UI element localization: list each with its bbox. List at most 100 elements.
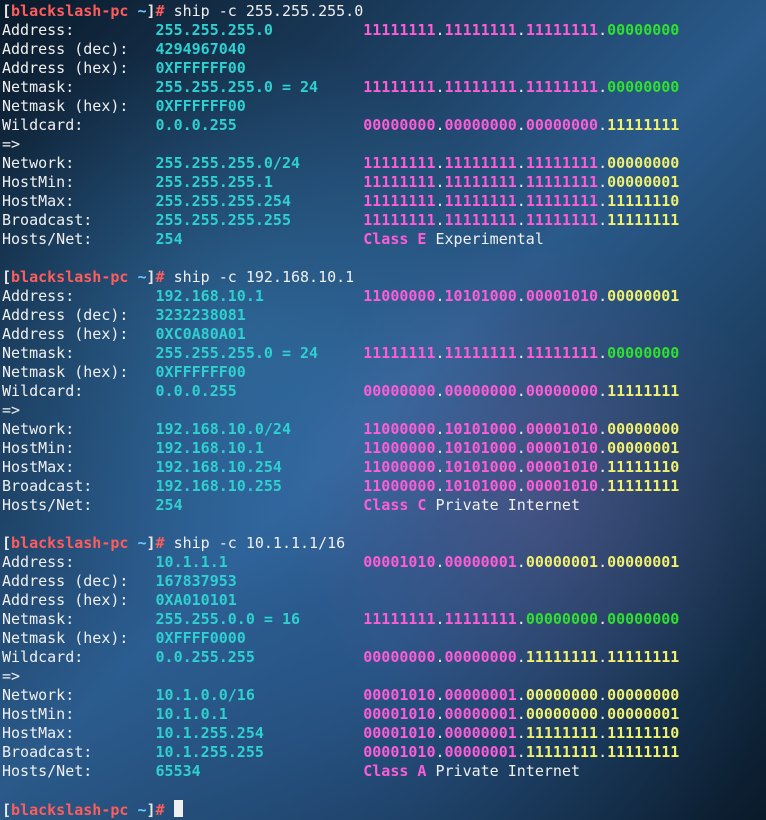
row-label: Wildcard: [2, 116, 156, 134]
binary-octet: 00000000 [607, 420, 679, 438]
binary-dot: . [436, 173, 445, 191]
output-row: Netmask: 255.255.255.0 = 24 11111111.111… [2, 78, 764, 97]
binary-octet: 11111111 [363, 211, 435, 229]
arrow-row: => [2, 667, 764, 686]
binary-octet: 11111111 [607, 477, 679, 495]
binary-dot: . [598, 173, 607, 191]
prompt-rbracket: ] [147, 801, 156, 819]
binary-dot: . [517, 154, 526, 172]
binary-octet: 00001010 [526, 477, 598, 495]
class-label: Class E [363, 230, 426, 248]
row-label: Address: [2, 21, 156, 39]
binary-value: 11000000.10101000.00001010.00000000 [363, 420, 679, 438]
binary-octet: 00000001 [607, 439, 679, 457]
binary-octet: 00000001 [607, 553, 679, 571]
binary-dot: . [598, 458, 607, 476]
terminal-output[interactable]: [blackslash-pc ~]# ship -c 255.255.255.0… [0, 0, 766, 820]
prompt-line[interactable]: [blackslash-pc ~]# ship -c 10.1.1.1/16 [2, 534, 764, 553]
binary-octet: 00001010 [526, 287, 598, 305]
binary-value: 11000000.10101000.00001010.00000001 [363, 287, 679, 305]
output-row: Hosts/Net: 254 Class E Experimental [2, 230, 764, 249]
binary-dot: . [517, 705, 526, 723]
output-row: Network: 255.255.255.0/24 11111111.11111… [2, 154, 764, 173]
row-label: Netmask: [2, 78, 156, 96]
row-value: 255.255.255.0/24 [156, 154, 364, 172]
binary-dot: . [436, 439, 445, 457]
binary-dot: . [517, 743, 526, 761]
binary-octet: 11111111 [607, 116, 679, 134]
binary-dot: . [598, 439, 607, 457]
binary-dot: . [598, 477, 607, 495]
prompt-hash: # [156, 268, 165, 286]
binary-octet: 00000001 [607, 287, 679, 305]
binary-dot: . [436, 724, 445, 742]
prompt-line[interactable]: [blackslash-pc ~]# ship -c 192.168.10.1 [2, 268, 764, 287]
row-label: Network: [2, 420, 156, 438]
binary-octet: 00000001 [445, 553, 517, 571]
binary-octet: 00000000 [607, 686, 679, 704]
binary-octet: 11111111 [526, 21, 598, 39]
arrow: => [2, 667, 20, 685]
prompt-host: blackslash-pc [11, 534, 128, 552]
binary-octet: 00000000 [526, 610, 598, 628]
binary-dot: . [436, 648, 445, 666]
binary-dot: . [598, 686, 607, 704]
row-value: 167837953 [156, 572, 364, 590]
binary-octet: 00000001 [445, 705, 517, 723]
binary-dot: . [517, 344, 526, 362]
output-row: HostMin: 10.1.0.1 00001010.00000001.0000… [2, 705, 764, 724]
output-row: HostMin: 192.168.10.1 11000000.10101000.… [2, 439, 764, 458]
row-label: HostMin: [2, 439, 156, 457]
binary-octet: 10101000 [445, 420, 517, 438]
binary-octet: 11111111 [363, 154, 435, 172]
binary-dot: . [517, 420, 526, 438]
row-value: 255.255.255.254 [156, 192, 364, 210]
binary-dot: . [517, 192, 526, 210]
row-label: Address: [2, 553, 156, 571]
binary-octet: 11111111 [363, 610, 435, 628]
binary-octet: 00001010 [363, 743, 435, 761]
binary-octet: 00001010 [526, 420, 598, 438]
binary-dot: . [517, 382, 526, 400]
row-value: 192.168.10.1 [156, 287, 364, 305]
binary-octet: 11111111 [445, 211, 517, 229]
binary-dot: . [598, 553, 607, 571]
output-row: Wildcard: 0.0.255.255 00000000.00000000.… [2, 648, 764, 667]
row-label: Netmask (hex): [2, 629, 156, 647]
binary-dot: . [598, 21, 607, 39]
output-row: Address (dec): 3232238081 [2, 306, 764, 325]
row-value: 255.255.255.255 [156, 211, 364, 229]
binary-octet: 11111111 [607, 382, 679, 400]
output-row: HostMin: 255.255.255.1 11111111.11111111… [2, 173, 764, 192]
class-desc: Private Internet [426, 762, 580, 780]
binary-dot: . [436, 344, 445, 362]
prompt-line[interactable]: [blackslash-pc ~]# ship -c 255.255.255.0 [2, 2, 764, 21]
row-value: 255.255.0.0 = 16 [156, 610, 364, 628]
row-value: 255.255.255.0 = 24 [156, 344, 364, 362]
binary-dot: . [517, 648, 526, 666]
row-label: Hosts/Net: [2, 230, 156, 248]
class-desc: Experimental [426, 230, 543, 248]
row-label: Netmask: [2, 344, 156, 362]
command-text: ship -c 192.168.10.1 [174, 268, 355, 286]
binary-dot: . [517, 116, 526, 134]
output-row: Netmask: 255.255.0.0 = 16 11111111.11111… [2, 610, 764, 629]
binary-octet: 00001010 [526, 439, 598, 457]
binary-dot: . [598, 724, 607, 742]
binary-dot: . [436, 116, 445, 134]
binary-octet: 11111110 [607, 192, 679, 210]
binary-octet: 00000001 [607, 173, 679, 191]
binary-dot: . [598, 382, 607, 400]
prompt-lbracket: [ [2, 801, 11, 819]
binary-octet: 11111111 [607, 211, 679, 229]
prompt-rbracket: ] [147, 2, 156, 20]
binary-value: 11111111.11111111.00000000.00000000 [363, 610, 679, 628]
binary-octet: 00000001 [445, 743, 517, 761]
binary-octet: 00001010 [363, 553, 435, 571]
row-value: 10.1.255.255 [156, 743, 364, 761]
binary-value: 11000000.10101000.00001010.00000001 [363, 439, 679, 457]
binary-dot: . [436, 382, 445, 400]
binary-dot: . [517, 439, 526, 457]
binary-value: 11111111.11111111.11111111.11111110 [363, 192, 679, 210]
prompt-line[interactable]: [blackslash-pc ~]# [2, 800, 764, 820]
